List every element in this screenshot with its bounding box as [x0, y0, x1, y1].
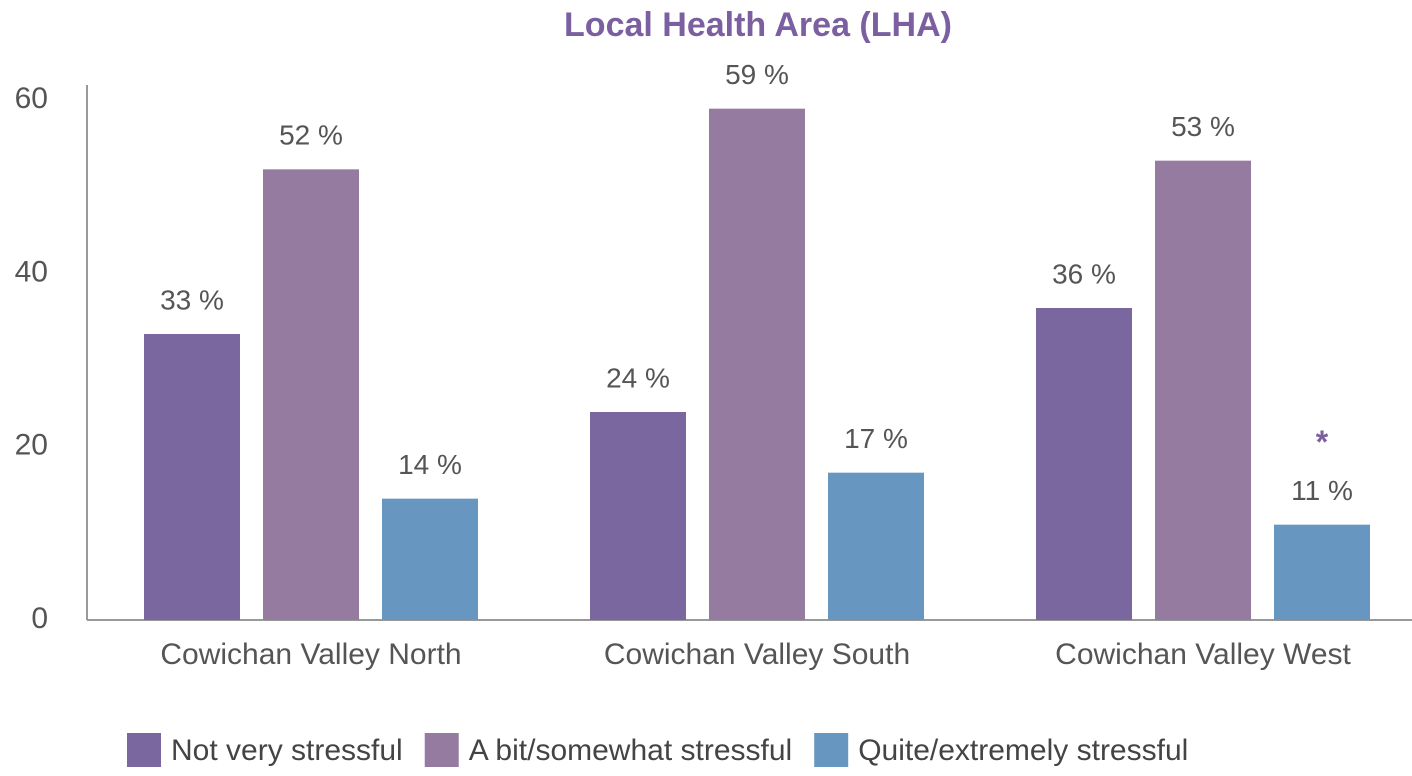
legend-swatch	[424, 733, 459, 767]
bar	[263, 169, 359, 621]
x-tick-label: Cowichan Valley West	[1055, 638, 1351, 671]
annotation: *	[1316, 424, 1329, 460]
y-tick-label: 0	[31, 602, 48, 635]
bar	[1274, 524, 1370, 620]
y-tick-label: 20	[15, 429, 48, 462]
legend-swatch	[127, 733, 161, 767]
bar	[144, 334, 240, 620]
bar	[382, 498, 478, 620]
legend-label: Quite/extremely stressful	[858, 734, 1188, 767]
bar	[709, 108, 805, 621]
value-label: 52 %	[279, 120, 343, 151]
bar	[590, 412, 686, 620]
legend-label: A bit/somewhat stressful	[469, 734, 792, 767]
bar	[828, 472, 924, 620]
value-label: 24 %	[606, 362, 670, 393]
x-tick-label: Cowichan Valley South	[604, 638, 910, 671]
bar	[1155, 160, 1251, 620]
value-label: 17 %	[844, 423, 908, 454]
x-tick-label: Cowichan Valley North	[160, 638, 461, 671]
chart-title: Local Health Area (LHA)	[564, 6, 952, 44]
bar	[1036, 308, 1132, 620]
value-label: 14 %	[398, 449, 462, 480]
value-label: 36 %	[1052, 258, 1116, 289]
value-label: 33 %	[160, 284, 224, 315]
legend-swatch	[814, 733, 849, 767]
value-label: 53 %	[1171, 111, 1235, 142]
value-label: 59 %	[725, 59, 789, 90]
value-label: 11 %	[1291, 475, 1353, 506]
y-tick-label: 60	[15, 82, 48, 115]
legend-label: Not very stressful	[171, 734, 403, 767]
y-tick-label: 40	[15, 255, 48, 288]
